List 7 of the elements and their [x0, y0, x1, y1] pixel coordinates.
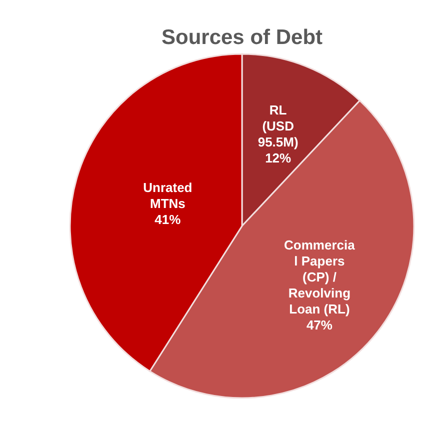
data-label: 12%: [265, 150, 292, 166]
data-label: 41%: [154, 212, 182, 227]
chart-title: Sources of Debt: [161, 26, 323, 49]
data-label: 47%: [306, 318, 333, 333]
slice-label: Unrated MTNs: [143, 180, 192, 211]
slice-label: RL (USD 95.5M): [258, 102, 298, 150]
slice-label: Commercia l Papers (CP) / Revolving Loan (RL): [284, 238, 356, 317]
